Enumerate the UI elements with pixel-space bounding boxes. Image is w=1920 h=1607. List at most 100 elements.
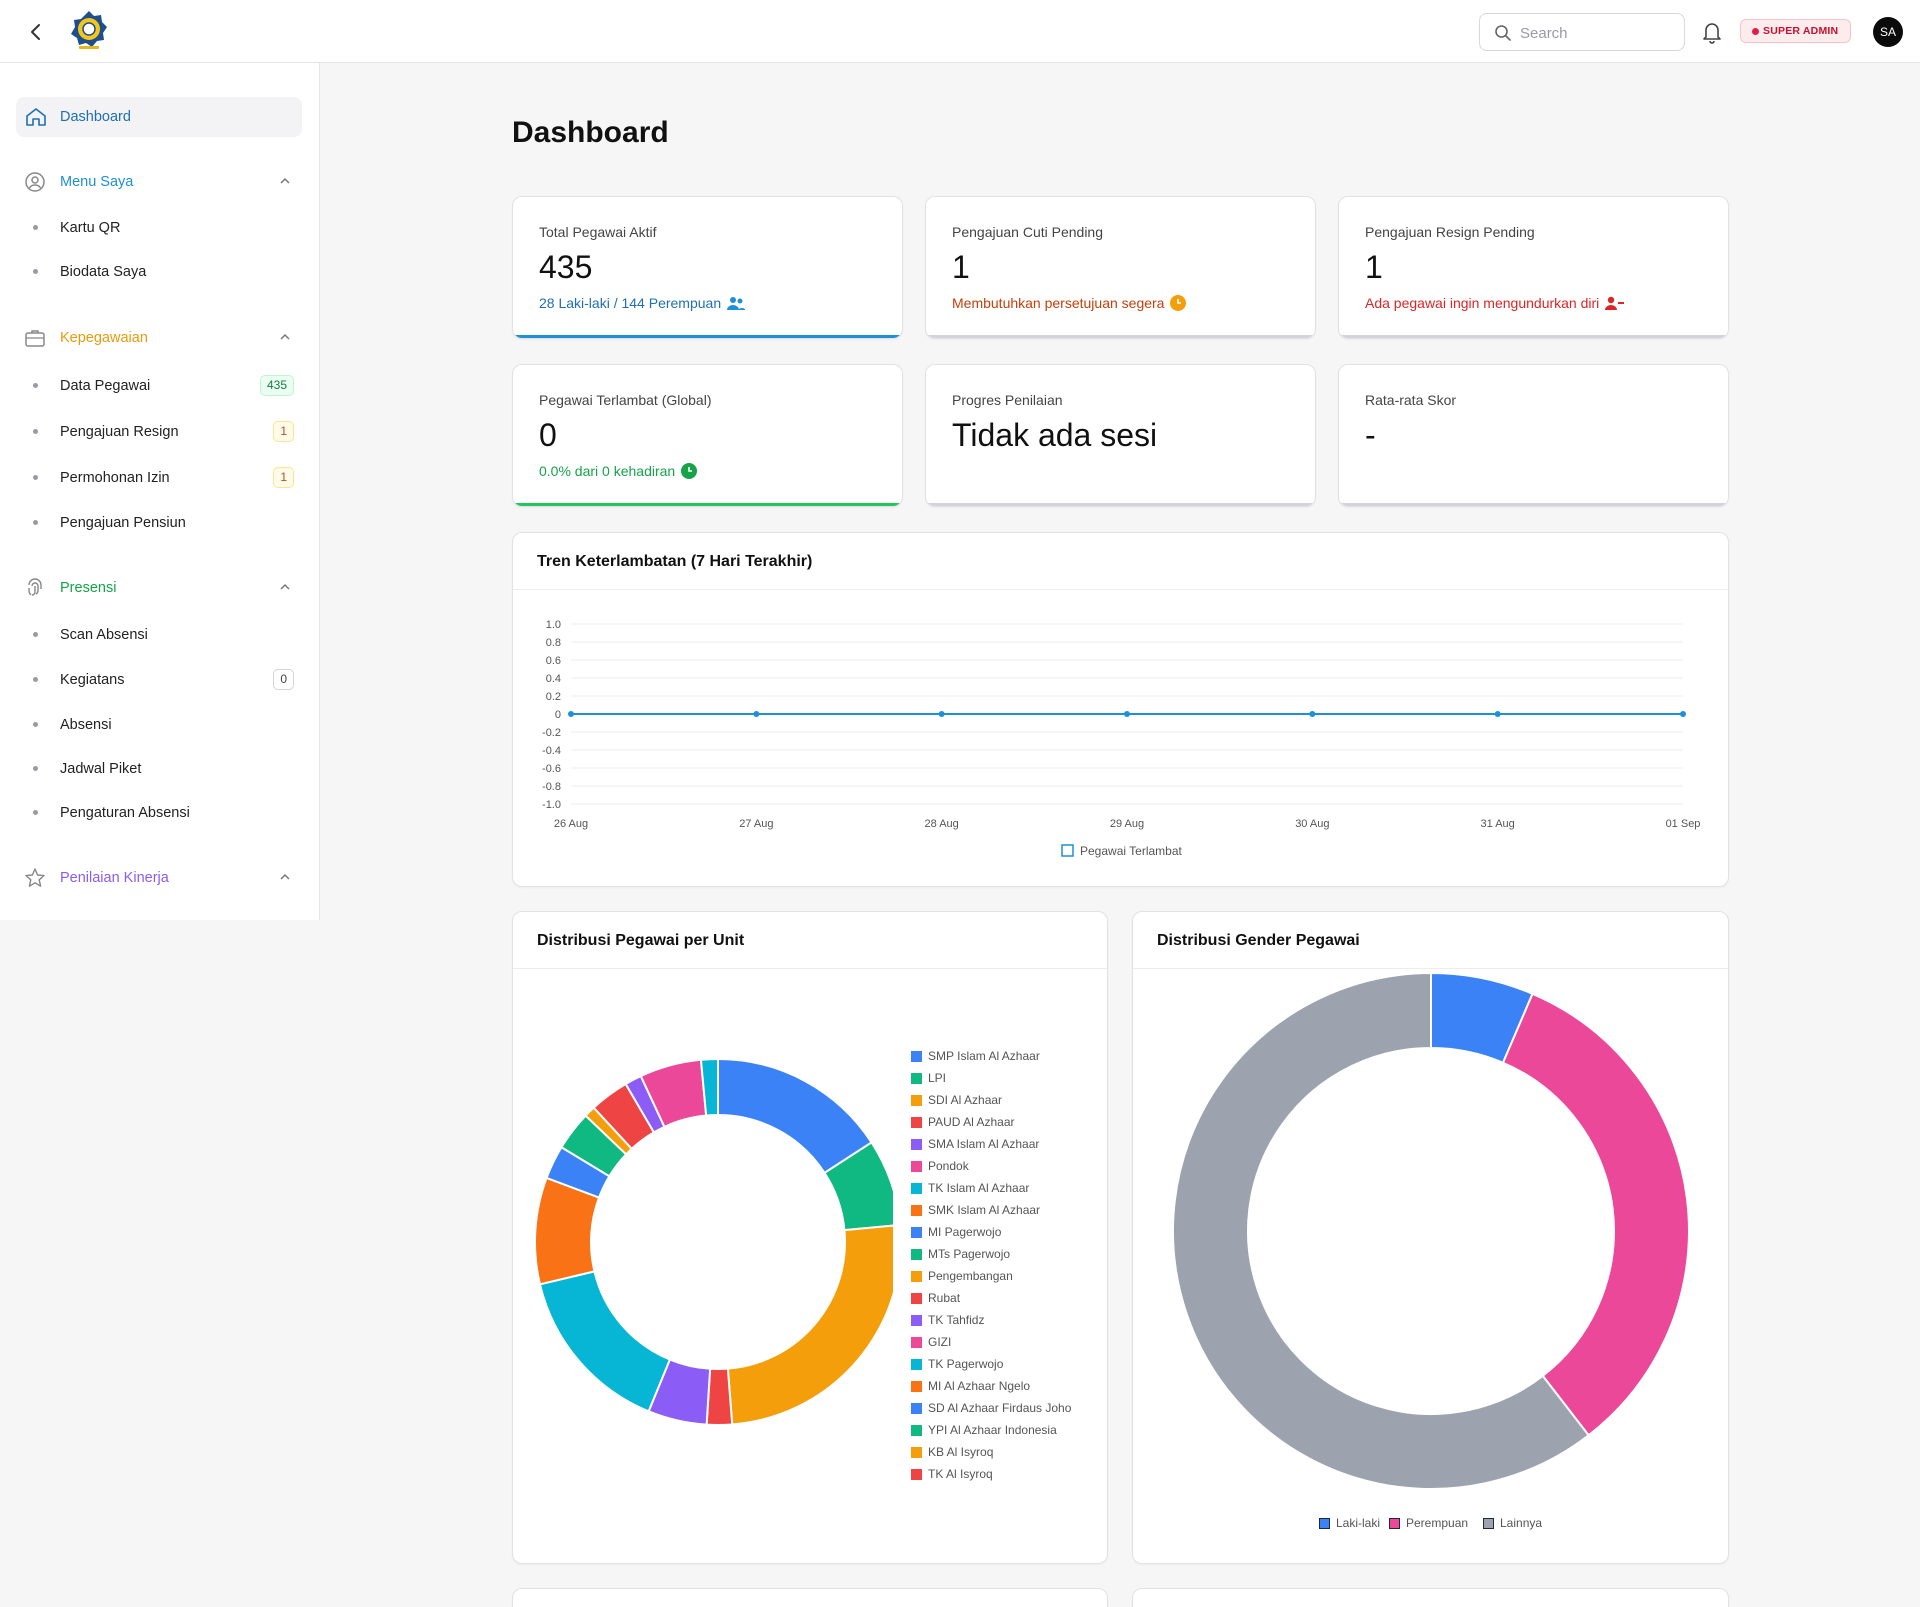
stat-card-progres-penilaian: Progres Penilaian Tidak ada sesi <box>925 364 1316 507</box>
panel-title: Tren Keterlambatan (7 Hari Terakhir) <box>537 553 813 570</box>
stat-title: Rata-rata Skor <box>1365 392 1457 408</box>
panel-title: Distribusi Pegawai per Unit <box>537 932 745 949</box>
stat-title: Pegawai Terlambat (Global) <box>539 392 712 408</box>
search-box[interactable] <box>1479 13 1685 51</box>
sidebar-item-label: Scan Absensi <box>60 627 148 643</box>
sidebar-section-presensi[interactable]: Presensi <box>16 570 302 606</box>
sidebar-section-menu-saya[interactable]: Menu Saya <box>16 164 302 200</box>
legend-item[interactable]: TK Tahfidz <box>911 1313 984 1327</box>
sidebar-section-kepegawaian[interactable]: Kepegawaian <box>16 320 302 356</box>
legend-item[interactable]: KB Al Isyroq <box>911 1445 993 1459</box>
stat-subtitle: 0.0% dari 0 kehadiran <box>539 463 698 479</box>
sidebar-item-data-pegawai[interactable]: Data Pegawai 435 <box>16 371 302 401</box>
stat-subtitle-text: Ada pegawai ingin mengundurkan diri <box>1365 295 1600 311</box>
legend-item[interactable]: MTs Pagerwojo <box>911 1247 1010 1261</box>
stat-title: Progres Penilaian <box>952 392 1063 408</box>
pie-slice <box>699 1057 719 1117</box>
stat-title: Total Pegawai Aktif <box>539 224 657 240</box>
gender-donut-chart <box>1172 971 1690 1490</box>
line-chart: 1.0 0.8 0.6 0.4 0.2 0 -0.2 -0.4 -0.6 -0.8 -1.0 26 A… <box>542 619 1700 858</box>
legend-item[interactable]: YPI Al Azhaar Indonesia <box>911 1423 1057 1437</box>
x-tick-label: 26 Aug <box>554 818 588 830</box>
legend-item[interactable]: TK Islam Al Azhaar <box>911 1181 1029 1195</box>
legend-item[interactable]: GIZI <box>911 1335 951 1349</box>
y-tick-label: -0.6 <box>542 763 561 775</box>
legend-swatch <box>911 1072 922 1084</box>
divider <box>513 589 1728 590</box>
top-bar: SUPER ADMIN SA <box>0 0 1920 63</box>
legend-swatch <box>911 1380 922 1392</box>
bullet-icon <box>33 520 38 525</box>
sidebar-item-permohonan-izin[interactable]: Permohonan Izin 1 <box>16 463 302 493</box>
legend-item[interactable]: Rubat <box>911 1291 960 1305</box>
stat-card-cuti-pending: Pengajuan Cuti Pending 1 Membutuhkan per… <box>925 196 1316 339</box>
y-tick-label: 1.0 <box>546 619 561 631</box>
sidebar-item-dashboard[interactable]: Dashboard <box>16 97 302 137</box>
sidebar-item-scan-absensi[interactable]: Scan Absensi <box>16 620 302 650</box>
legend-swatch <box>911 1468 922 1480</box>
sidebar-item-label: Pengajuan Resign <box>60 424 179 440</box>
sidebar-item-pengaturan-absensi[interactable]: Pengaturan Absensi <box>16 798 302 828</box>
legend-item[interactable]: MI Al Azhaar Ngelo <box>911 1379 1030 1393</box>
clock-icon <box>1170 295 1187 311</box>
bullet-icon <box>33 383 38 388</box>
stat-bar <box>513 335 902 338</box>
bullet-icon <box>33 766 38 771</box>
legend-item[interactable]: MI Pagerwojo <box>911 1225 1001 1239</box>
search-icon <box>1495 25 1511 41</box>
clock-icon <box>681 463 698 479</box>
sidebar-item-label: Pengaturan Absensi <box>60 805 190 821</box>
sidebar-item-pengajuan-pensiun[interactable]: Pengajuan Pensiun <box>16 508 302 538</box>
legend-item[interactable]: SDI Al Azhaar <box>911 1093 1002 1107</box>
bullet-icon <box>33 225 38 230</box>
legend-item[interactable]: SD Al Azhaar Firdaus Joho <box>911 1401 1071 1415</box>
legend-label: Pengembangan <box>928 1269 1013 1283</box>
sidebar-item-kegiatans[interactable]: Kegiatans 0 <box>16 665 302 695</box>
avatar[interactable]: SA <box>1873 17 1903 47</box>
legend-item[interactable]: SMA Islam Al Azhaar <box>911 1137 1039 1151</box>
legend-label: PAUD Al Azhaar <box>928 1115 1015 1129</box>
divider <box>513 968 1107 969</box>
legend-item[interactable]: SMK Islam Al Azhaar <box>911 1203 1040 1217</box>
sidebar-item-jadwal-piket[interactable]: Jadwal Piket <box>16 754 302 784</box>
legend-label: KB Al Isyroq <box>928 1445 994 1459</box>
search-input[interactable] <box>1520 22 1670 44</box>
legend-item[interactable]: Perempuan <box>1389 1516 1468 1530</box>
legend-swatch <box>1061 844 1074 857</box>
data-point <box>1494 711 1501 717</box>
sidebar-item-biodata-saya[interactable]: Biodata Saya <box>16 257 302 287</box>
legend-item[interactable]: Laki-laki <box>1319 1516 1380 1530</box>
legend-item[interactable]: Pondok <box>911 1159 969 1173</box>
sidebar-item-pengajuan-resign[interactable]: Pengajuan Resign 1 <box>16 417 302 447</box>
sidebar-item-kartu-qr[interactable]: Kartu QR <box>16 213 302 243</box>
bullet-icon <box>33 810 38 815</box>
sidebar-section-label: Penilaian Kinerja <box>60 870 169 886</box>
sidebar-item-label: Absensi <box>60 717 112 733</box>
legend-item[interactable]: Pengembangan <box>911 1269 1013 1283</box>
bullet-icon <box>33 722 38 727</box>
legend-swatch <box>911 1116 922 1128</box>
legend-item[interactable]: TK Pagerwojo <box>911 1357 1003 1371</box>
legend-item[interactable]: Lainnya <box>1483 1516 1542 1530</box>
legend-item[interactable]: PAUD Al Azhaar <box>911 1115 1014 1129</box>
gender-distribution-panel: Distribusi Gender Pegawai Laki-laki Perem… <box>1132 911 1729 1564</box>
back-arrow-icon[interactable] <box>22 18 50 46</box>
sidebar-section-penilaian-kinerja[interactable]: Penilaian Kinerja <box>16 860 302 896</box>
legend-label: Rubat <box>928 1291 961 1305</box>
stat-bar <box>926 335 1315 338</box>
stat-subtitle-text: 0.0% dari 0 kehadiran <box>539 463 676 479</box>
data-point <box>1680 711 1686 717</box>
legend-item[interactable]: SMP Islam Al Azhaar <box>911 1049 1040 1063</box>
sidebar-item-absensi[interactable]: Absensi <box>16 710 302 740</box>
legend-swatch <box>1483 1517 1494 1529</box>
sidebar-item-label: Kegiatans <box>60 672 125 688</box>
stat-title: Pengajuan Cuti Pending <box>952 224 1104 240</box>
stat-value: 435 <box>539 249 593 285</box>
legend-item[interactable]: LPI <box>911 1071 946 1085</box>
notification-bell-icon[interactable] <box>1701 20 1723 44</box>
star-icon <box>25 868 45 887</box>
logo <box>71 11 107 49</box>
legend-swatch <box>911 1336 922 1348</box>
legend-item[interactable]: TK Al Isyroq <box>911 1467 993 1481</box>
y-tick-label: 0.8 <box>546 637 561 649</box>
